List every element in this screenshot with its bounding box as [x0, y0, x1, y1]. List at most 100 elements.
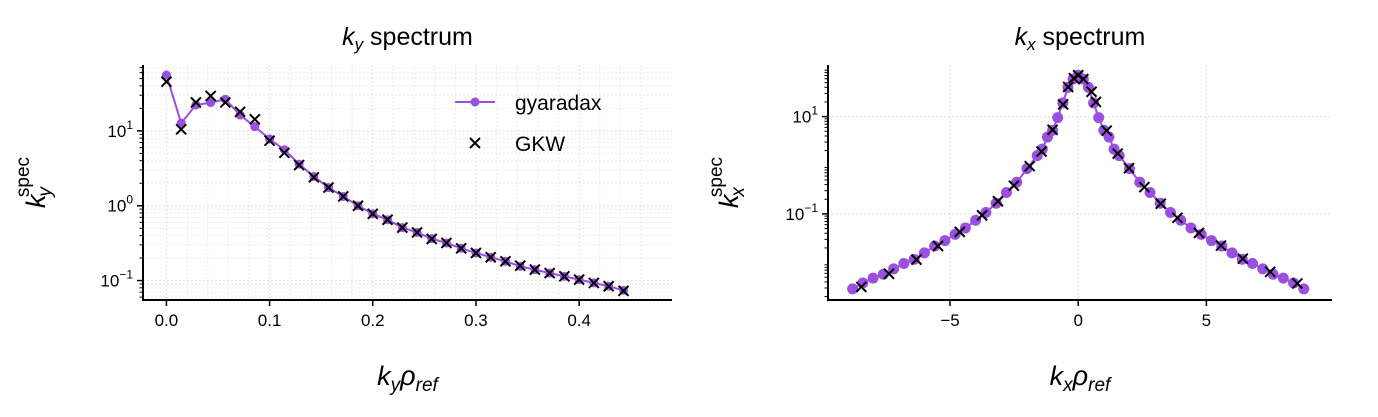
data-point-x	[1155, 198, 1167, 210]
chart-title: kx spectrum	[1015, 23, 1146, 54]
data-point	[191, 100, 201, 110]
data-point	[176, 118, 186, 128]
data-point-x	[440, 237, 453, 249]
x-tick-label: 0.2	[361, 311, 385, 330]
data-point-x	[883, 268, 895, 280]
data-point-x	[543, 267, 556, 279]
data-point-x	[932, 240, 944, 252]
tick-exponent: −1	[804, 201, 818, 215]
data-point-x	[1291, 277, 1304, 290]
data-point-x	[337, 190, 349, 203]
data-point-x	[1171, 212, 1184, 224]
data-point	[929, 240, 941, 252]
x-axis-label: kyρref	[377, 361, 439, 396]
data-point	[847, 283, 859, 295]
title-var: k	[1015, 23, 1029, 51]
xlabel-rho: ρ	[399, 361, 415, 391]
data-point-x	[381, 214, 394, 226]
xlabel-sub: y	[389, 375, 402, 396]
x-tick-label: 0.4	[567, 311, 591, 330]
data-point-x	[1111, 147, 1124, 160]
data-point-x	[1046, 124, 1059, 136]
grid	[828, 65, 1332, 300]
ylabel-sub: x	[728, 186, 749, 198]
xlabel-rho: ρ	[1072, 361, 1088, 391]
x-tick-label: 0.0	[155, 311, 179, 330]
data-point-x	[485, 251, 497, 263]
data-point-x	[249, 113, 261, 125]
legend-label-gkw: GKW	[515, 133, 565, 156]
data-point-x	[367, 208, 379, 220]
data-point-x	[529, 263, 541, 276]
data-point-x	[910, 253, 923, 266]
data-point-x	[455, 242, 467, 254]
data-point-x	[558, 270, 571, 283]
data-point-x	[992, 195, 1004, 207]
title-var: k	[342, 23, 356, 51]
data-point	[857, 277, 869, 289]
data-point-x	[588, 277, 600, 289]
data-point-x	[1264, 266, 1276, 278]
data-point	[1103, 131, 1115, 143]
data-point-x	[1090, 96, 1102, 108]
data-point-x	[204, 90, 217, 102]
data-point	[908, 253, 920, 265]
y-tick-label: 100	[107, 193, 133, 216]
data-point	[1226, 247, 1238, 259]
ylabel-sup: spec	[13, 157, 34, 197]
data-point	[867, 272, 879, 284]
data-point	[1247, 258, 1259, 270]
x-tick-label: 0.3	[464, 311, 488, 330]
ylabel-sup: spec	[706, 157, 727, 197]
data-point-x	[1193, 227, 1205, 239]
tick-base: 10	[792, 108, 811, 127]
data-point-x	[954, 226, 966, 238]
data-point-x	[1008, 179, 1020, 192]
data-point	[250, 122, 260, 132]
data-point	[1164, 206, 1176, 218]
x-tick-label: 5	[1202, 311, 1211, 330]
data-point-x	[602, 280, 615, 292]
data-point	[265, 134, 275, 144]
x-tick-label: 0.1	[258, 311, 282, 330]
data-point	[949, 228, 961, 240]
xlabel-var: k	[1050, 361, 1065, 391]
xlabel-var: k	[377, 361, 392, 391]
xlabel-sub2: ref	[1088, 375, 1112, 396]
y-tick-label: 10−1	[785, 201, 818, 224]
x-tick-label: 0	[1073, 311, 1082, 330]
tick-base: 10	[785, 205, 804, 224]
data-point-x	[1062, 81, 1074, 93]
data-point-x	[1138, 181, 1151, 193]
legend-marker-gyaradax	[470, 97, 480, 107]
data-point-x	[1100, 125, 1113, 137]
y-tick-label: 101	[792, 104, 818, 127]
data-point-x	[278, 147, 291, 159]
ylabel-var: k	[714, 193, 744, 208]
data-point	[1093, 112, 1105, 124]
data-point-x	[293, 159, 305, 171]
data-point	[279, 145, 289, 155]
legend-marker-gkw	[469, 137, 481, 149]
tick-base: 10	[107, 122, 126, 141]
data-point-x	[1237, 253, 1249, 265]
data-point-x	[617, 285, 630, 297]
data-point-x	[855, 281, 868, 293]
data-point-x	[976, 209, 988, 222]
data-point	[1185, 222, 1197, 234]
data-point-x	[160, 75, 173, 88]
data-point	[1052, 112, 1064, 124]
tick-base: 10	[100, 272, 119, 291]
tick-exponent: −1	[119, 268, 133, 282]
data-point	[206, 98, 216, 108]
data-point-x	[411, 226, 423, 239]
data-point	[959, 222, 971, 234]
data-point-x	[308, 171, 320, 183]
y-tick-label: 101	[107, 118, 133, 141]
tick-base: 10	[107, 197, 126, 216]
data-point-x	[514, 259, 526, 272]
data-point-x	[1035, 145, 1048, 158]
data-point	[898, 258, 910, 270]
